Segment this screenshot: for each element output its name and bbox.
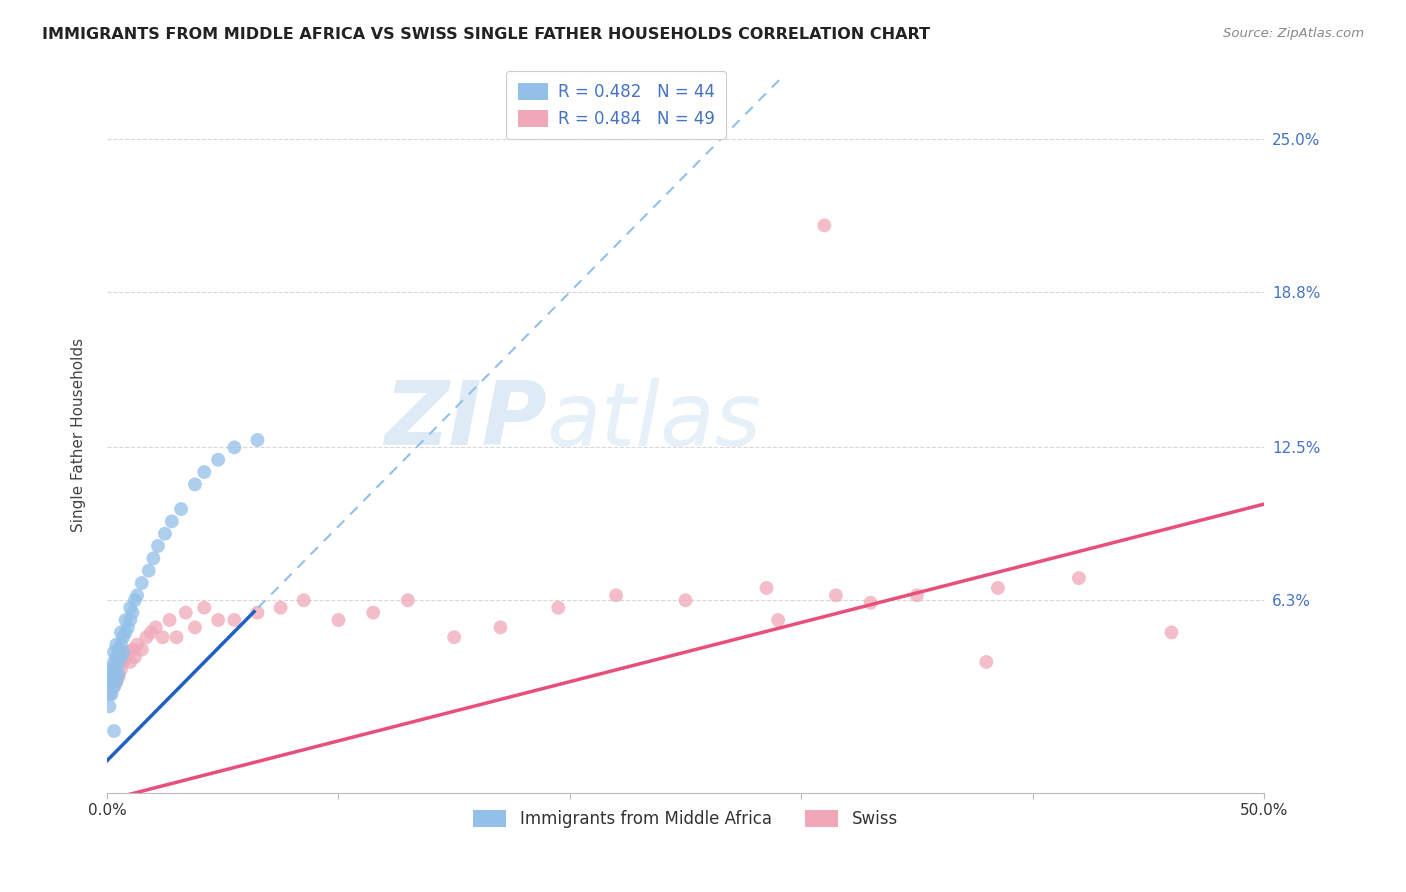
Point: [105, 662, 128, 676]
Point: [103, 662, 125, 676]
Point: [813, 219, 835, 233]
Point: [145, 620, 167, 634]
Point: [605, 588, 627, 602]
Legend: Immigrants from Middle Africa, Swiss: Immigrants from Middle Africa, Swiss: [467, 803, 904, 834]
Point: [98, 674, 121, 689]
Y-axis label: Single Father Households: Single Father Households: [72, 338, 86, 533]
Point: [489, 620, 512, 634]
Point: [184, 620, 207, 634]
Point: [270, 600, 292, 615]
Point: [110, 638, 132, 652]
Point: [987, 581, 1010, 595]
Point: [138, 564, 160, 578]
Point: [112, 630, 135, 644]
Point: [103, 655, 125, 669]
Point: [859, 596, 882, 610]
Point: [766, 613, 789, 627]
Point: [105, 650, 128, 665]
Point: [166, 630, 188, 644]
Point: [905, 588, 928, 602]
Point: [117, 645, 139, 659]
Point: [976, 655, 998, 669]
Point: [112, 645, 135, 659]
Point: [675, 593, 697, 607]
Point: [124, 650, 146, 665]
Point: [443, 630, 465, 644]
Point: [105, 674, 128, 689]
Point: [246, 433, 269, 447]
Point: [114, 625, 136, 640]
Point: [98, 699, 121, 714]
Point: [98, 687, 121, 701]
Point: [107, 655, 129, 669]
Point: [107, 642, 129, 657]
Point: [103, 645, 125, 659]
Point: [152, 630, 174, 644]
Point: [103, 680, 125, 694]
Point: [117, 620, 139, 634]
Point: [100, 687, 122, 701]
Point: [103, 670, 125, 684]
Point: [174, 606, 197, 620]
Point: [755, 581, 778, 595]
Point: [246, 606, 269, 620]
Point: [127, 638, 149, 652]
Point: [127, 588, 149, 602]
Point: [1067, 571, 1090, 585]
Point: [160, 514, 183, 528]
Point: [1160, 625, 1182, 640]
Point: [107, 670, 129, 684]
Point: [121, 606, 143, 620]
Point: [135, 630, 157, 644]
Point: [112, 655, 135, 669]
Point: [224, 613, 246, 627]
Point: [120, 655, 142, 669]
Point: [131, 576, 153, 591]
Point: [825, 588, 848, 602]
Point: [328, 613, 350, 627]
Point: [100, 674, 122, 689]
Point: [193, 465, 215, 479]
Point: [120, 600, 142, 615]
Text: Source: ZipAtlas.com: Source: ZipAtlas.com: [1223, 27, 1364, 40]
Point: [146, 539, 169, 553]
Point: [139, 625, 162, 640]
Point: [361, 606, 384, 620]
Text: atlas: atlas: [547, 377, 762, 464]
Point: [547, 600, 569, 615]
Point: [153, 526, 176, 541]
Point: [170, 502, 193, 516]
Point: [107, 667, 129, 681]
Point: [110, 625, 132, 640]
Point: [142, 551, 165, 566]
Point: [100, 662, 122, 676]
Point: [105, 638, 128, 652]
Point: [98, 687, 121, 701]
Point: [110, 662, 132, 676]
Point: [224, 441, 246, 455]
Point: [105, 674, 128, 689]
Point: [103, 680, 125, 694]
Point: [159, 613, 181, 627]
Point: [124, 593, 146, 607]
Point: [131, 642, 153, 657]
Point: [121, 642, 143, 657]
Point: [98, 662, 121, 676]
Point: [193, 600, 215, 615]
Point: [107, 650, 129, 665]
Text: ZIP: ZIP: [384, 377, 547, 464]
Point: [114, 650, 136, 665]
Point: [110, 650, 132, 665]
Point: [207, 452, 229, 467]
Point: [103, 724, 125, 739]
Point: [396, 593, 419, 607]
Point: [184, 477, 207, 491]
Point: [100, 674, 122, 689]
Point: [292, 593, 315, 607]
Point: [120, 613, 142, 627]
Text: IMMIGRANTS FROM MIDDLE AFRICA VS SWISS SINGLE FATHER HOUSEHOLDS CORRELATION CHAR: IMMIGRANTS FROM MIDDLE AFRICA VS SWISS S…: [42, 27, 931, 42]
Point: [105, 655, 128, 669]
Point: [207, 613, 229, 627]
Point: [114, 613, 136, 627]
